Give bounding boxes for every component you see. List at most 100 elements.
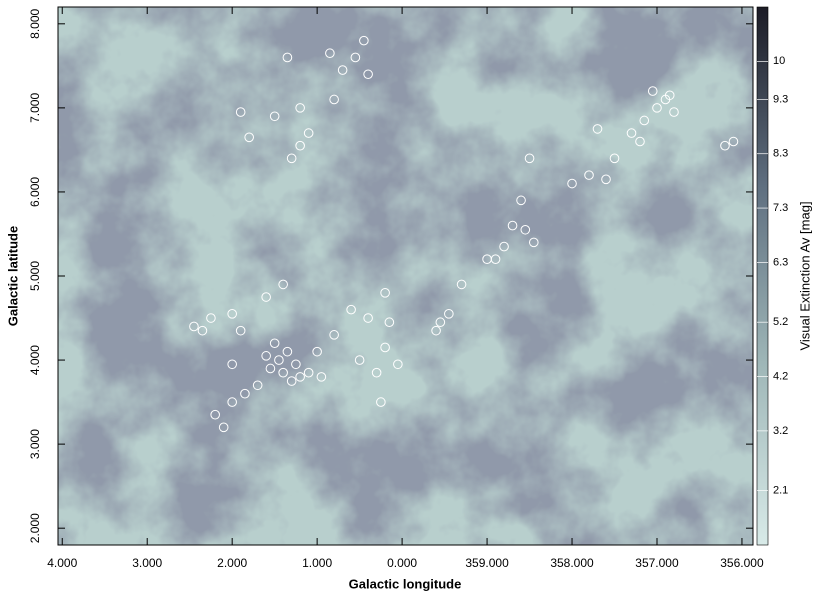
source-marker	[354, 355, 365, 365]
x-tick-label: 359.000	[465, 556, 509, 570]
source-marker	[295, 140, 305, 151]
source-marker	[269, 111, 280, 122]
source-marker	[626, 128, 637, 138]
source-marker	[499, 241, 509, 252]
source-marker	[664, 90, 675, 101]
colorbar-tick-label: 3.2	[773, 425, 788, 437]
source-marker	[316, 372, 327, 382]
extinction-map	[58, 7, 753, 545]
source-marker	[206, 313, 216, 323]
source-marker	[265, 363, 276, 374]
source-marker	[567, 178, 577, 189]
source-marker	[516, 195, 526, 206]
source-marker	[295, 103, 305, 113]
source-marker	[380, 342, 390, 353]
source-marker	[524, 153, 535, 164]
source-marker	[244, 132, 254, 143]
y-tick-label: 3.000	[28, 429, 42, 459]
source-marker	[507, 220, 518, 231]
x-tick-label: 1.000	[302, 556, 332, 570]
source-marker	[227, 309, 237, 319]
x-tick-label: 357.000	[635, 556, 679, 570]
source-marker	[393, 359, 403, 370]
source-marker	[189, 321, 199, 332]
x-tick-label: 356.000	[720, 556, 764, 570]
colorbar-tick-label: 6.3	[773, 256, 788, 268]
source-marker	[282, 346, 293, 357]
x-tick-label: 0.000	[387, 556, 417, 570]
x-tick-label: 3.000	[132, 556, 162, 570]
source-marker	[431, 325, 441, 336]
source-marker	[286, 376, 297, 386]
colorbar-tick-label: 9.3	[773, 93, 788, 105]
source-marker	[329, 330, 339, 340]
source-marker	[592, 124, 603, 134]
source-marker	[274, 355, 284, 365]
source-marker	[235, 325, 246, 336]
source-marker	[337, 65, 348, 75]
source-marker	[601, 174, 611, 185]
y-tick-label: 6.000	[28, 177, 42, 207]
y-tick-label: 7.000	[28, 93, 42, 123]
source-marker	[261, 351, 271, 361]
source-marker	[252, 380, 263, 391]
colorbar-tick-label: 8.3	[773, 148, 788, 160]
colorbar-tick-label: 4.2	[773, 370, 788, 382]
source-marker	[210, 409, 220, 420]
source-marker	[295, 372, 305, 382]
source-marker	[720, 140, 730, 151]
source-marker	[528, 237, 539, 248]
source-marker	[235, 107, 246, 117]
source-marker	[227, 359, 237, 370]
colorbar-tick-label: 2.1	[773, 485, 788, 497]
x-tick-label: 4.000	[47, 556, 77, 570]
source-marker	[269, 338, 280, 349]
source-marker	[376, 397, 386, 407]
x-axis-label: Galactic longitude	[349, 576, 462, 591]
source-marker	[218, 422, 229, 433]
source-marker	[359, 35, 369, 46]
colorbar	[756, 6, 769, 546]
source-marker	[380, 288, 390, 298]
source-marker	[278, 367, 288, 378]
source-marker	[728, 136, 739, 147]
y-axis-label: Galactic latitude	[5, 226, 20, 326]
source-marker	[639, 115, 650, 126]
source-marker	[350, 52, 361, 63]
source-marker	[325, 48, 335, 59]
source-marker	[312, 346, 322, 357]
source-marker	[291, 359, 301, 370]
source-marker	[197, 325, 208, 336]
source-marker	[303, 128, 314, 138]
y-tick-label: 5.000	[28, 261, 42, 291]
source-marker	[363, 313, 373, 323]
source-marker	[490, 254, 501, 264]
colorbar-label: Visual Extinction Av [mag]	[797, 201, 812, 350]
source-marker	[520, 224, 531, 235]
source-marker	[286, 153, 297, 164]
y-tick-label: 4.000	[28, 345, 42, 375]
source-marker	[303, 367, 314, 378]
y-tick-label: 2.000	[28, 513, 42, 543]
source-marker	[329, 94, 339, 105]
source-marker	[647, 86, 658, 96]
y-tick-label: 8.000	[28, 8, 42, 38]
source-marker	[371, 367, 382, 378]
colorbar-tick-label: 5.2	[773, 316, 788, 328]
source-marker	[227, 397, 237, 407]
source-marker	[635, 136, 645, 147]
source-marker	[584, 170, 594, 180]
source-marker	[435, 317, 446, 328]
source-marker	[278, 279, 288, 290]
source-marker	[384, 317, 395, 328]
source-marker	[456, 279, 467, 290]
source-marker	[261, 292, 271, 302]
source-marker	[363, 69, 373, 80]
source-marker	[240, 388, 250, 399]
colorbar-tick-label: 10	[773, 55, 785, 67]
source-marker	[444, 309, 454, 319]
source-marker	[282, 52, 293, 63]
source-marker	[669, 107, 679, 117]
